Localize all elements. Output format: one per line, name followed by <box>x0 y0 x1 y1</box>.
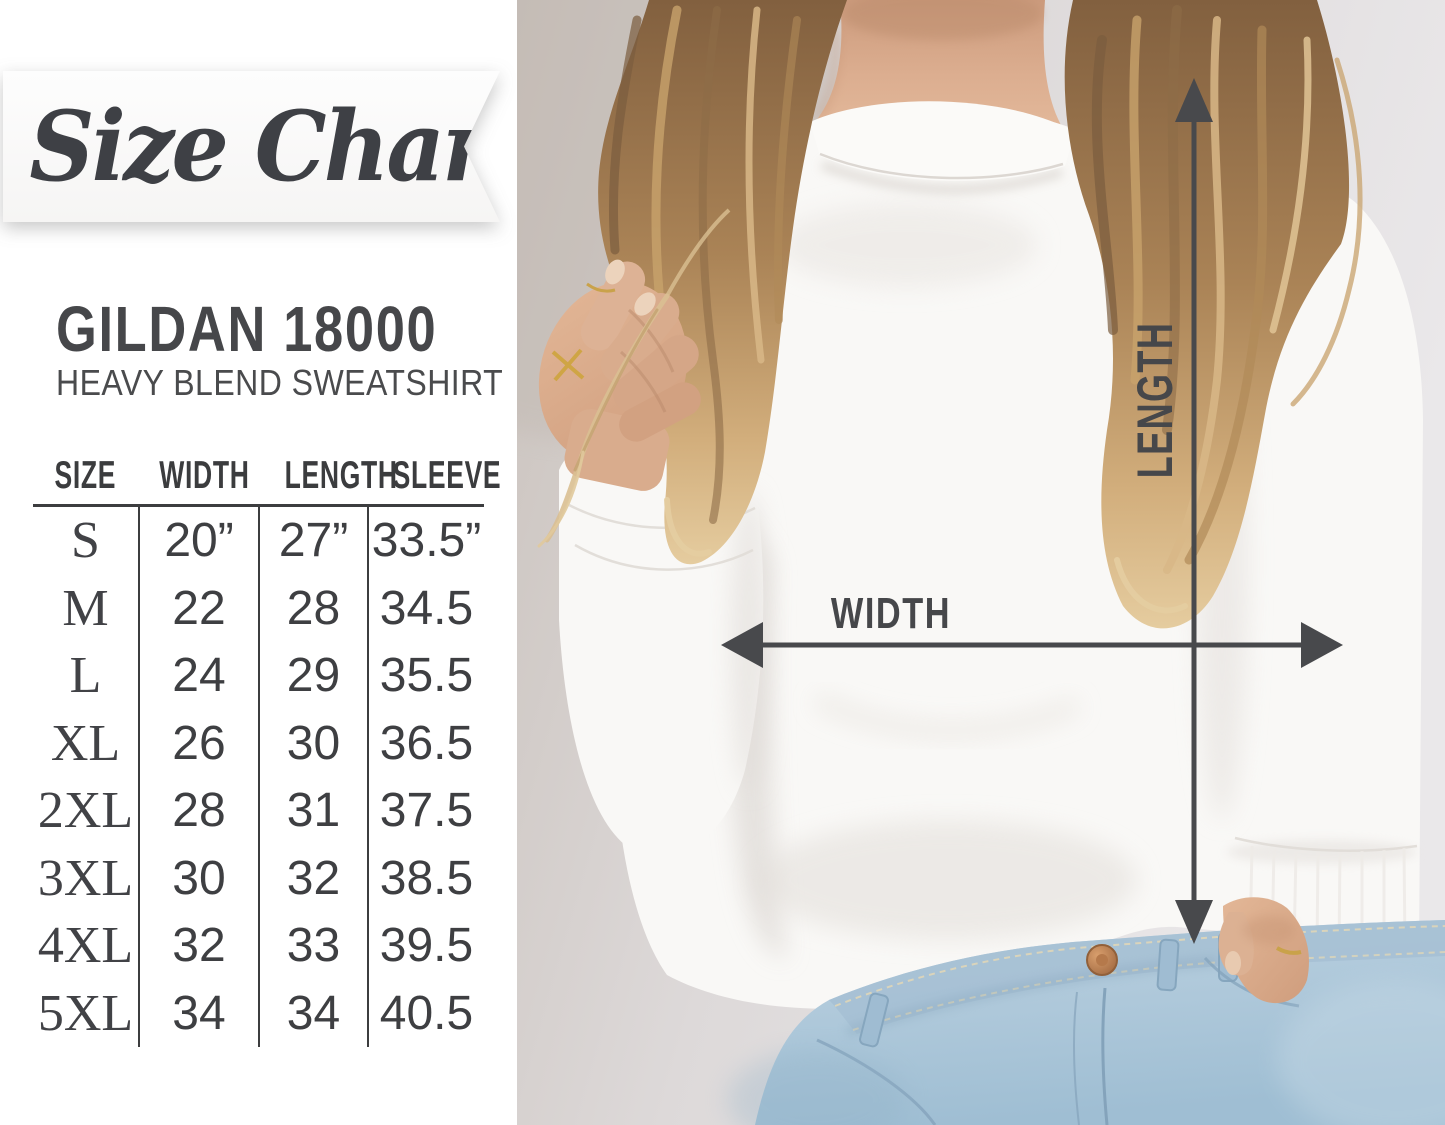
table-row-sleeve: 35.5 <box>367 642 484 710</box>
collar <box>810 101 1075 181</box>
table-row-size: S <box>71 512 100 570</box>
table-row-width: 34 <box>138 979 258 1047</box>
table-row-size: XL <box>50 714 121 772</box>
table-row-width: 26 <box>138 709 258 777</box>
size-chart-panel: Size Chart GILDAN 18000 HEAVY BLEND SWEA… <box>0 0 517 1125</box>
ring <box>1275 946 1302 955</box>
table-row-size: 5XL <box>37 984 134 1042</box>
table-row-length: 32 <box>258 844 367 912</box>
measurement-overlay: LENGTH WIDTH <box>721 78 1343 944</box>
table-row-size: M <box>62 579 109 637</box>
table-row-length: 34 <box>258 979 367 1047</box>
table-row-size: 3XL <box>37 849 134 907</box>
table-row-sleeve: 40.5 <box>367 979 484 1047</box>
hair-right <box>1064 0 1363 629</box>
width-label: WIDTH <box>831 589 951 638</box>
table-row-width: 32 <box>138 912 258 980</box>
size-table: SIZE WIDTH LENGTH SLEEVE S 20” 27” 33.5”… <box>33 452 501 1047</box>
table-row-length: 29 <box>258 642 367 710</box>
hair-left <box>598 0 847 565</box>
table-row-length: 30 <box>258 709 367 777</box>
arrow-right-icon <box>1301 622 1343 668</box>
model-photo: LENGTH WIDTH <box>517 0 1445 1125</box>
table-row-size: L <box>69 647 102 705</box>
arrow-up-icon <box>1175 78 1213 122</box>
table-row-sleeve: 37.5 <box>367 777 484 845</box>
table-row-width: 30 <box>138 844 258 912</box>
table-row-sleeve: 36.5 <box>367 709 484 777</box>
model-photo-scene: LENGTH WIDTH <box>517 0 1445 1125</box>
table-row-sleeve: 39.5 <box>367 912 484 980</box>
table-row-size: 4XL <box>37 917 134 975</box>
product-subtitle: HEAVY BLEND SWEATSHIRT <box>56 362 504 403</box>
header-size: SIZE <box>54 454 117 497</box>
table-row-width: 24 <box>138 642 258 710</box>
table-row-width: 22 <box>138 574 258 642</box>
table-row-length: 27” <box>258 507 367 575</box>
length-arrow <box>1175 78 1213 944</box>
table-row-sleeve: 34.5 <box>367 574 484 642</box>
arrow-left-icon <box>721 622 763 668</box>
x-ring <box>551 348 585 382</box>
table-row-length: 28 <box>258 574 367 642</box>
right-hand <box>1218 897 1309 1004</box>
product-name: GILDAN 18000 <box>56 293 438 365</box>
table-row-width: 28 <box>138 777 258 845</box>
finger-ring <box>586 282 616 293</box>
table-row-width: 20” <box>138 507 258 575</box>
hair-strand <box>537 293 670 548</box>
left-hand <box>537 208 731 548</box>
size-table-header: SIZE WIDTH LENGTH SLEEVE <box>33 452 501 507</box>
table-row-sleeve: 33.5” <box>367 507 484 575</box>
header-length: LENGTH <box>284 454 398 497</box>
size-chart-banner: Size Chart <box>3 71 500 222</box>
arrow-down-icon <box>1175 900 1213 944</box>
header-width: WIDTH <box>159 454 250 497</box>
table-row-size: 2XL <box>37 782 134 840</box>
header-sleeve: SLEEVE <box>392 454 502 497</box>
length-label: LENGTH <box>1128 322 1183 479</box>
model <box>537 0 1445 1125</box>
table-row-sleeve: 38.5 <box>367 844 484 912</box>
size-table-body: S 20” 27” 33.5” M 22 28 34.5 L 24 29 35.… <box>33 507 484 1047</box>
width-arrow <box>721 622 1343 668</box>
table-row-length: 31 <box>258 777 367 845</box>
table-row-length: 33 <box>258 912 367 980</box>
banner-title: Size Chart <box>29 90 526 203</box>
banner-ribbon: Size Chart <box>3 71 500 222</box>
